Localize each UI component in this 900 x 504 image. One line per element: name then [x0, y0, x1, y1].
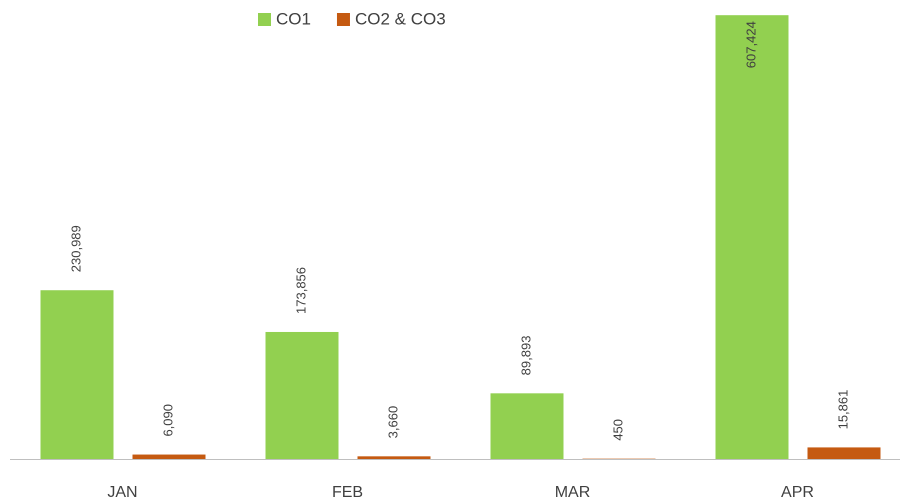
value-label: 15,861: [835, 390, 850, 430]
bar: [265, 331, 339, 459]
legend-label: CO1: [276, 9, 311, 28]
legend-swatch: [258, 13, 271, 26]
legend-swatch: [336, 13, 350, 26]
value-label: 6,090: [160, 404, 175, 437]
x-tick-label: MAR: [555, 484, 591, 501]
value-label: 607,424: [743, 21, 758, 68]
x-tick-label: JAN: [107, 484, 137, 501]
value-label: 89,893: [518, 336, 533, 376]
x-tick-label: FEB: [332, 484, 363, 501]
bar: [357, 456, 431, 459]
x-tick-label: APR: [781, 484, 814, 501]
bar: [132, 454, 206, 459]
bar: [715, 15, 789, 459]
bar: [807, 447, 881, 459]
value-label: 173,856: [293, 267, 308, 314]
legend-label: CO2 & CO3: [355, 9, 446, 28]
value-label: 450: [610, 419, 625, 441]
value-label: 230,989: [68, 225, 83, 272]
value-label: 3,660: [385, 406, 400, 439]
bar: [490, 393, 564, 459]
bar: [40, 290, 114, 459]
